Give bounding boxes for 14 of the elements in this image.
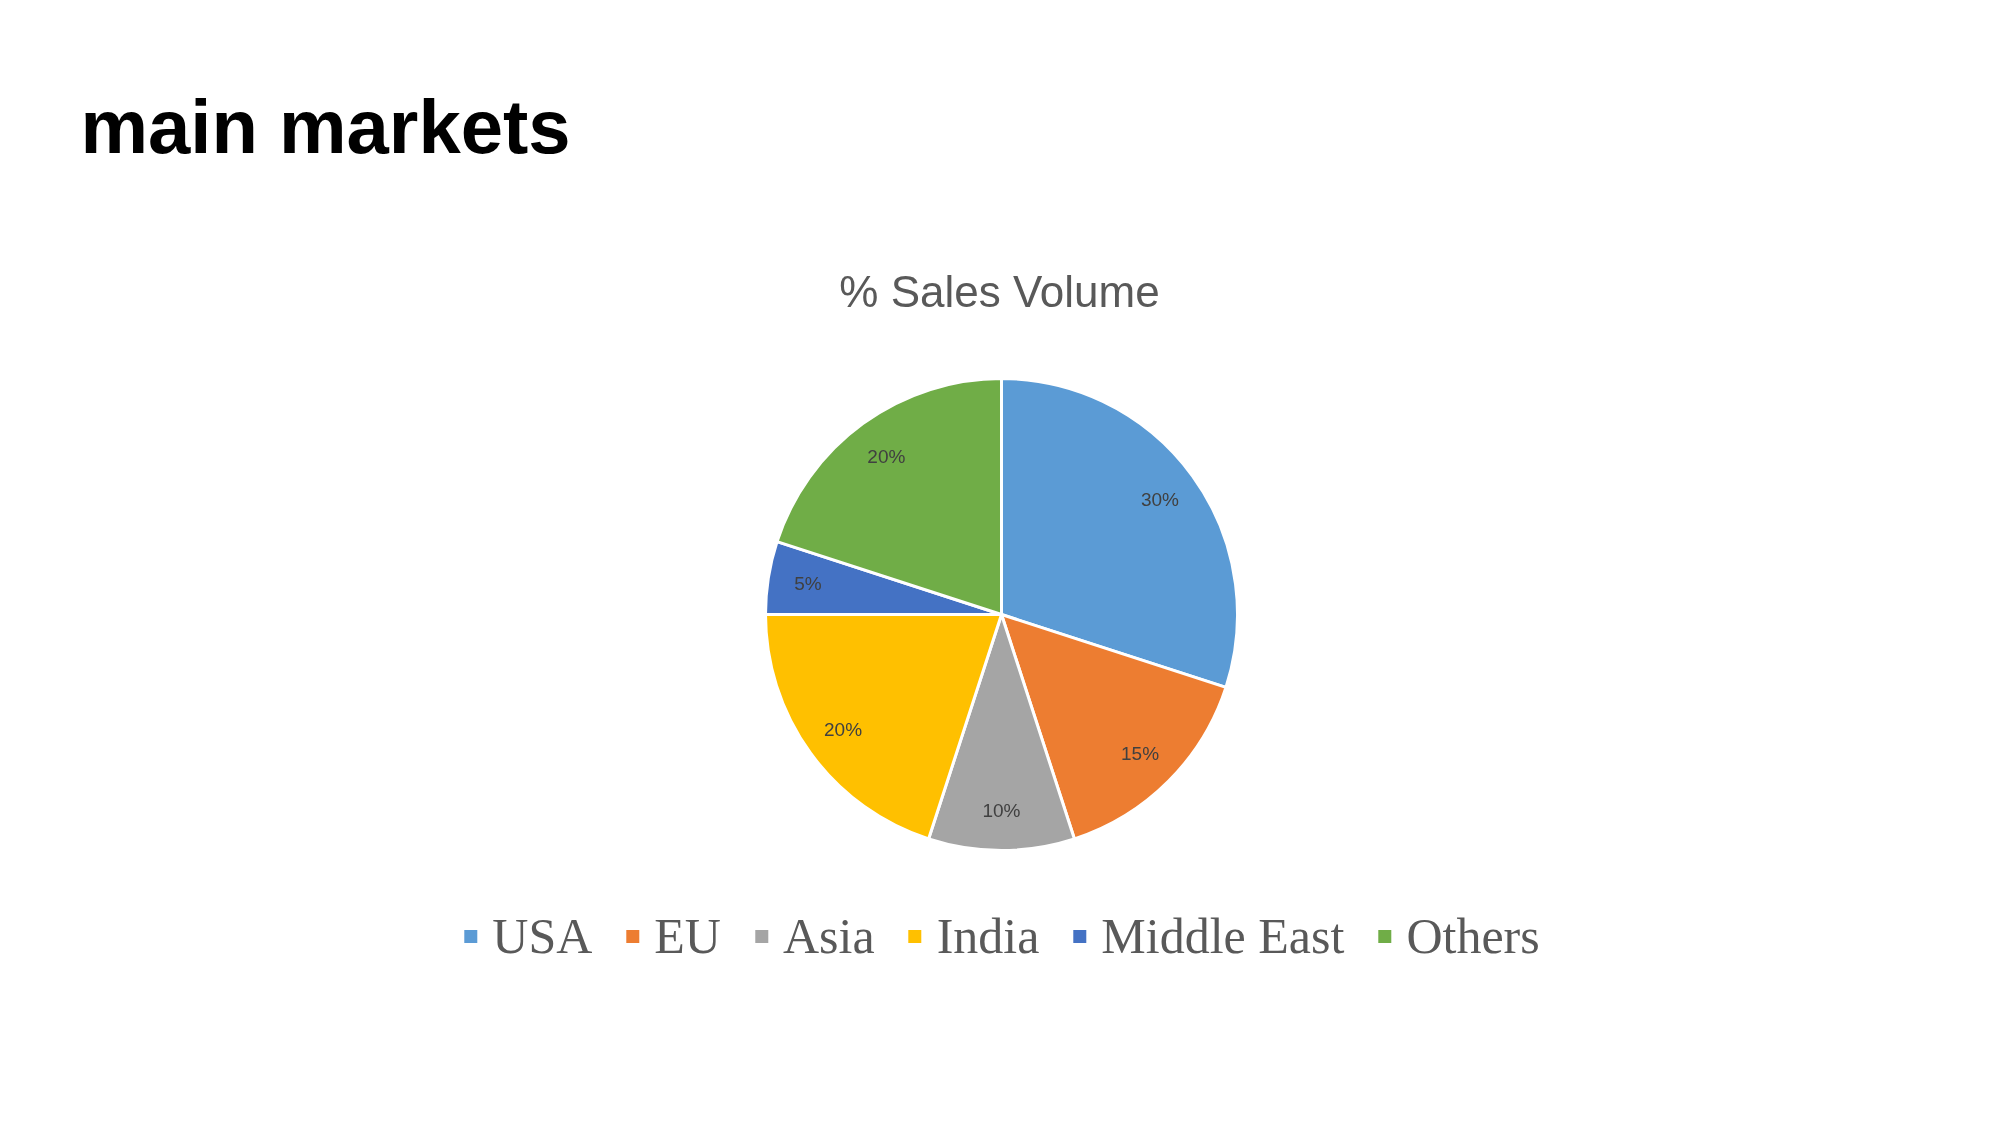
chart-title: main markets — [80, 83, 571, 169]
legend-label: Others — [1406, 907, 1540, 965]
legend-label: Asia — [782, 907, 875, 965]
chart-subtitle: % Sales Volume — [839, 266, 1160, 316]
data-label: 20% — [824, 719, 863, 741]
data-label: 10% — [982, 799, 1021, 821]
data-label: 30% — [1140, 488, 1180, 510]
legend-label: USA — [492, 907, 593, 965]
legend-label: Middle East — [1101, 907, 1345, 965]
legend-label: EU — [654, 907, 721, 965]
legend-label: India — [936, 907, 1040, 965]
data-label: 20% — [867, 445, 906, 467]
data-label: 15% — [1120, 742, 1160, 764]
data-label: 5% — [794, 573, 822, 595]
